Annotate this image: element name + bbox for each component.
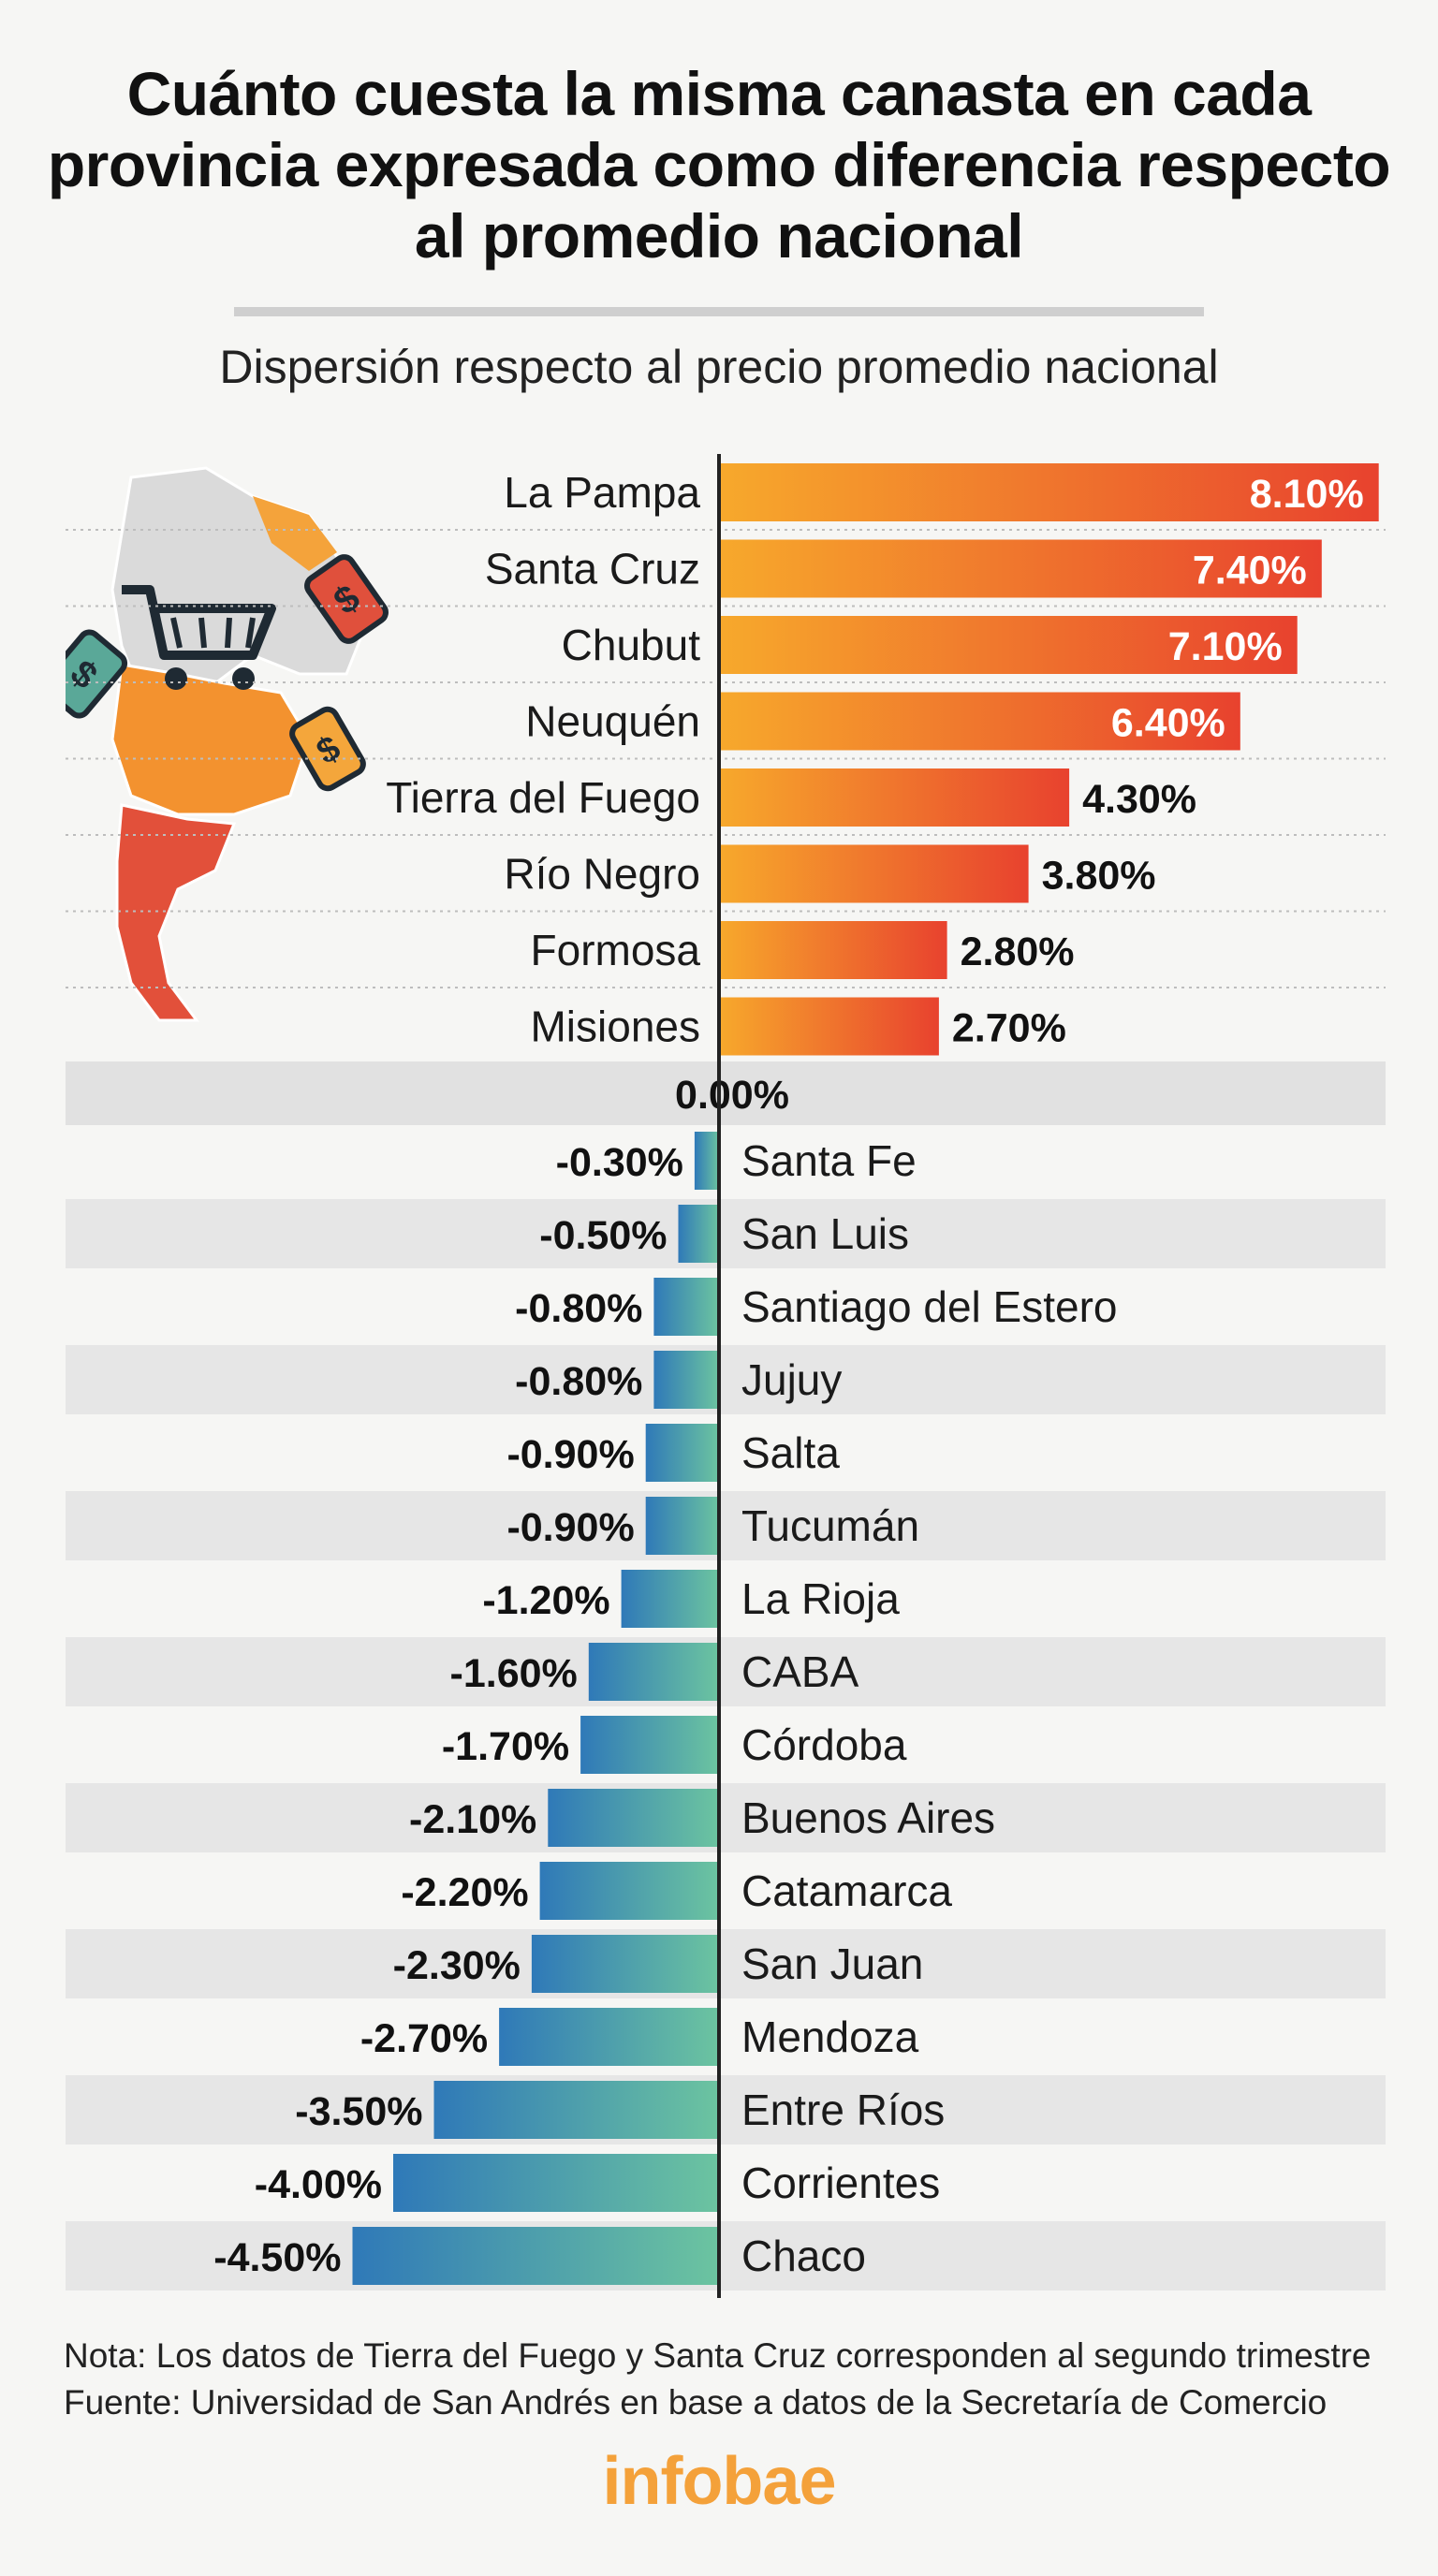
category-label: Córdoba	[741, 1720, 907, 1769]
map-orange-region-ne	[253, 496, 337, 571]
category-label: La Pampa	[504, 468, 700, 517]
price-tag-icon: $	[66, 629, 128, 719]
category-label: Santiago del Estero	[741, 1282, 1118, 1331]
category-label: Tucumán	[741, 1501, 919, 1550]
bar	[653, 1278, 719, 1336]
bar	[719, 616, 1298, 674]
chart-title: Cuánto cuesta la misma canasta en cada p…	[47, 59, 1391, 271]
value-label: 3.80%	[1042, 854, 1156, 899]
category-label: Buenos Aires	[741, 1793, 995, 1842]
title-divider	[234, 307, 1204, 316]
value-label: -4.00%	[255, 2162, 382, 2207]
category-label: Entre Ríos	[741, 2086, 945, 2134]
row-band	[66, 2075, 1386, 2144]
category-label: Neuquén	[525, 697, 700, 746]
category-label: Catamarca	[741, 1866, 952, 1915]
value-label: 8.10%	[1250, 472, 1364, 517]
category-label: Chaco	[741, 2232, 866, 2280]
row-band	[66, 1491, 1386, 1560]
bar	[433, 2081, 719, 2139]
row-band	[66, 1929, 1386, 1998]
map-red-region-south	[115, 803, 237, 1022]
bar	[719, 997, 939, 1056]
bar	[719, 539, 1322, 598]
bar	[588, 1643, 719, 1701]
category-label: Formosa	[531, 926, 701, 974]
category-label: CABA	[741, 1647, 859, 1696]
category-label: Santa Fe	[741, 1136, 917, 1185]
bar	[499, 2008, 719, 2066]
zero-value-label: 0.00%	[675, 1073, 789, 1118]
bar	[719, 844, 1029, 903]
bar	[548, 1789, 719, 1847]
category-label: Mendoza	[741, 2012, 919, 2061]
value-label: -2.30%	[393, 1943, 521, 1988]
value-label: 4.30%	[1082, 777, 1196, 822]
bar	[393, 2154, 719, 2212]
value-label: -0.80%	[515, 1359, 642, 1404]
row-band	[66, 1783, 1386, 1852]
category-label: Santa Cruz	[485, 545, 700, 593]
bar	[694, 1132, 719, 1190]
value-label: -2.20%	[401, 1870, 528, 1915]
chart-subtitle: Dispersión respecto al precio promedio n…	[219, 341, 1219, 393]
category-label: Misiones	[530, 1003, 700, 1051]
bar	[719, 921, 947, 979]
value-label: -0.30%	[556, 1140, 683, 1185]
category-label: San Luis	[741, 1209, 909, 1258]
value-label: 7.10%	[1168, 624, 1283, 669]
price-tag-icon: $	[289, 706, 366, 792]
bar	[531, 1935, 719, 1993]
category-label: La Rioja	[741, 1574, 900, 1623]
category-label: Salta	[741, 1428, 840, 1477]
row-band	[66, 2221, 1386, 2291]
category-label: Río Negro	[504, 850, 700, 899]
row-band	[66, 1345, 1386, 1414]
shopping-cart-icon	[122, 585, 276, 690]
bar	[653, 1351, 719, 1409]
bar	[719, 768, 1070, 827]
category-label: Tierra del Fuego	[386, 773, 700, 822]
value-label: -0.80%	[515, 1286, 642, 1331]
value-label: -4.50%	[213, 2235, 341, 2280]
value-label: -2.10%	[409, 1797, 536, 1842]
category-label: San Juan	[741, 1939, 923, 1988]
row-band	[66, 1637, 1386, 1706]
bar	[580, 1716, 719, 1774]
category-label: Jujuy	[741, 1355, 842, 1404]
zero-band	[66, 1061, 1386, 1125]
source-note: Fuente: Universidad de San Andrés en bas…	[64, 2383, 1328, 2422]
price-tag-icon: $	[304, 554, 389, 644]
bar	[719, 692, 1240, 751]
footnote: Nota: Los datos de Tierra del Fuego y Sa…	[64, 2336, 1372, 2375]
bar	[719, 463, 1379, 521]
value-label: 2.70%	[952, 1006, 1066, 1051]
value-label: -3.50%	[295, 2089, 422, 2134]
value-label: -0.90%	[506, 1432, 634, 1477]
bar	[678, 1205, 719, 1263]
value-label: -1.70%	[442, 1724, 569, 1769]
value-label: 6.40%	[1111, 701, 1225, 746]
argentina-map-illustration: $ $ $	[66, 466, 389, 1022]
category-label: Chubut	[562, 621, 701, 669]
bar	[645, 1424, 719, 1482]
bar	[352, 2227, 719, 2285]
value-label: 2.80%	[961, 929, 1075, 974]
bar	[539, 1862, 719, 1920]
value-label: -1.20%	[482, 1578, 609, 1623]
row-band	[66, 1199, 1386, 1268]
infobae-logo: infobae	[602, 2444, 836, 2519]
category-label: Corrientes	[741, 2159, 940, 2207]
map-orange-region-center	[110, 663, 311, 816]
value-label: -0.50%	[539, 1213, 667, 1258]
bar	[645, 1497, 719, 1555]
bar	[621, 1570, 719, 1628]
value-label: -1.60%	[450, 1651, 578, 1696]
value-label: -0.90%	[506, 1505, 634, 1550]
value-label: 7.40%	[1193, 549, 1307, 593]
value-label: -2.70%	[360, 2016, 488, 2061]
